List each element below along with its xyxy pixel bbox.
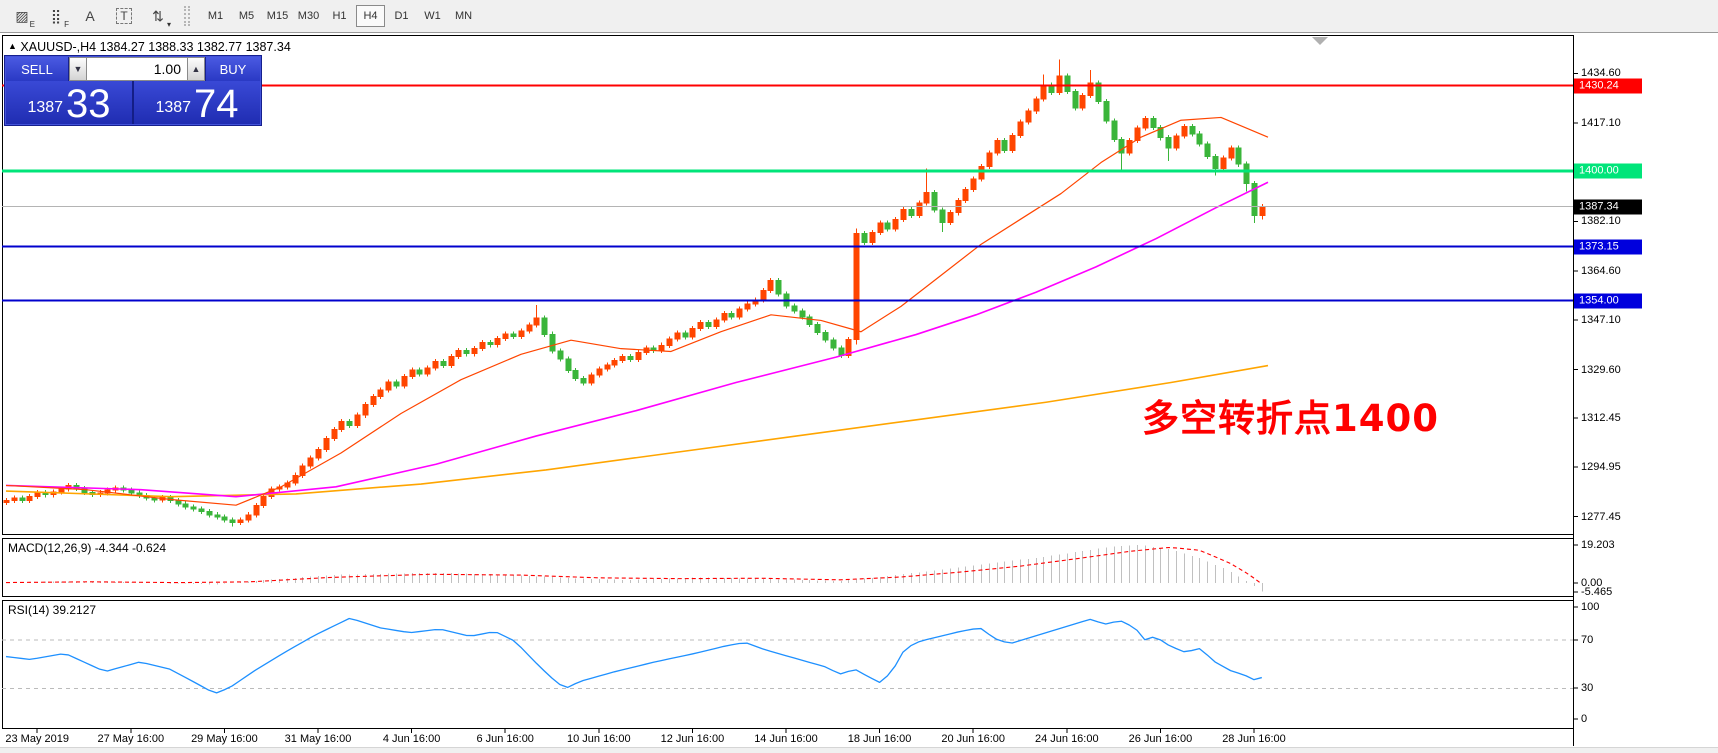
price-tick-label: 1382.10 [1581,215,1621,228]
buy-price-small: 1387 [155,99,192,116]
window-bottom-edge [0,747,1718,753]
date-label: 31 May 16:00 [284,733,352,745]
chart-annotation-text: 多空转折点1400 [1142,397,1439,440]
date-label: 27 May 16:00 [97,733,165,745]
one-click-trade-panel: SELL ▼ ▲ BUY 1387 33 1387 74 [4,55,262,126]
symbol-name: XAUUSD-,H4 [20,40,97,54]
timeframe-button-m1[interactable]: M1 [207,10,224,22]
text-label-icon[interactable]: A [85,8,95,24]
indicator-scale-label: 70 [1581,634,1594,646]
timeframe-button-h4[interactable]: H4 [356,5,385,27]
timeframe-button-d1[interactable]: D1 [394,10,409,22]
date-label: 12 Jun 16:00 [660,733,725,745]
text-box-icon[interactable]: T [110,4,138,28]
symbol-header[interactable]: ▲ XAUUSD-,H4 1384.27 1388.33 1382.77 138… [8,40,291,54]
price-tick-label: 1329.60 [1581,363,1621,376]
drawing-tools: ▨ E ⣿ F A T ⇅ ▾ [8,4,178,30]
date-label: 10 Jun 16:00 [566,733,631,745]
price-tick-label: 1347.10 [1581,314,1621,327]
buy-price-box[interactable]: 1387 74 [134,81,260,124]
sell-price-box[interactable]: 1387 33 [6,81,134,124]
date-label: 29 May 16:00 [191,733,258,745]
date-label: 28 Jun 16:00 [1222,733,1286,745]
sell-button[interactable]: SELL [6,57,69,81]
price-badge: 1354.00 [1574,293,1642,309]
price-tick-label: 1277.45 [1581,510,1621,523]
ohlc-values: 1384.27 1388.33 1382.77 1387.34 [99,40,291,54]
fibonacci-icon[interactable]: ⣿ F [50,7,69,30]
buy-price-big: 74 [194,82,239,126]
toolbar: ▨ E ⣿ F A T ⇅ ▾ M1 M5 M15 M30 H1 H4 D1 W1 MN [0,0,1718,33]
volume-increase-button[interactable]: ▲ [187,57,205,81]
price-badge: 1400.00 [1574,163,1642,179]
date-label: 20 Jun 16:00 [941,733,1005,745]
arrows-icon[interactable]: ⇅ ▾ [152,7,171,30]
buy-button[interactable]: BUY [205,57,260,81]
indicator-scale-label: 19.203 [1581,539,1615,551]
sell-price-big: 33 [66,82,111,126]
price-tick-label: 1294.95 [1581,461,1621,474]
collapse-triangle-icon[interactable]: ▲ [8,41,17,51]
date-label: 4 Jun 16:00 [382,733,441,745]
timeframe-button-h1[interactable]: H1 [332,10,347,22]
date-label: 24 Jun 16:00 [1034,733,1099,745]
date-label: 18 Jun 16:00 [847,733,912,745]
price-badge: 1387.34 [1574,199,1642,215]
price-badge: 1430.24 [1574,78,1642,94]
equidistant-channel-icon[interactable]: ▨ E [15,7,35,30]
timeframe-button-m30[interactable]: M30 [297,10,320,22]
sell-price-small: 1387 [27,99,64,116]
timeframe-button-w1[interactable]: W1 [424,10,441,22]
date-label: 26 Jun 16:00 [1128,733,1193,745]
timeframe-button-m15[interactable]: M15 [266,10,289,22]
indicator-scale-label: 0 [1581,713,1588,725]
date-label: 6 Jun 16:00 [476,733,534,745]
volume-input[interactable] [87,57,187,81]
indicator-scale-label: -5.465 [1581,586,1613,598]
rsi-label: RSI(14) 39.2127 [8,603,97,617]
toolbar-grip[interactable] [184,6,190,26]
indicator-scale-label: 30 [1581,682,1594,694]
price-tick-label: 1312.45 [1581,411,1621,424]
indicator-scale-label: 100 [1581,601,1600,613]
timeframe-button-m5[interactable]: M5 [238,10,255,22]
price-badge: 1373.15 [1574,239,1642,255]
price-tick-label: 1434.60 [1581,67,1621,80]
macd-label: MACD(12,26,9) -4.344 -0.624 [8,541,167,555]
date-label: 14 Jun 16:00 [754,733,818,745]
indicator-scale-label: 0.00 [1581,577,1603,589]
timeframe-bar: M1 M5 M15 M30 H1 H4 D1 W1 MN [200,5,479,27]
volume-decrease-button[interactable]: ▼ [69,57,87,81]
date-label: 23 May 2019 [5,733,69,745]
timeframe-button-mn[interactable]: MN [454,10,473,22]
price-tick-label: 1364.60 [1581,264,1621,277]
price-tick-label: 1417.10 [1581,116,1621,129]
